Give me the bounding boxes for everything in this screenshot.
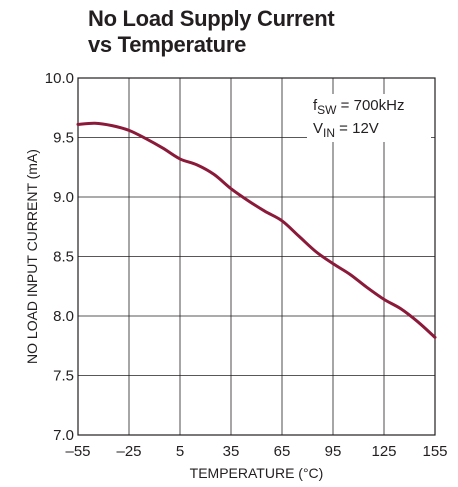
chart-title: No Load Supply Current vs Temperature	[88, 6, 335, 58]
annotation-background	[307, 94, 431, 142]
plot-frame	[77, 77, 436, 436]
y-tick-label: 8.0	[53, 308, 74, 325]
y-tick-label: 10.0	[45, 70, 74, 87]
x-axis-label: TEMPERATURE (°C)	[190, 465, 324, 481]
y-tick-label: 7.0	[53, 427, 74, 444]
x-tick-label: 155	[422, 443, 447, 460]
y-tick-label: 7.5	[53, 368, 74, 385]
x-tick-label: 5	[176, 443, 184, 460]
y-tick-label: 9.5	[53, 130, 74, 147]
y-tick-label: 8.5	[53, 249, 74, 266]
annotation-text: VIN = 12V	[313, 120, 379, 140]
x-tick-label: 125	[371, 443, 396, 460]
x-tick-label: 35	[223, 443, 240, 460]
x-tick-label: 95	[325, 443, 342, 460]
annotation-block: fSW = 700kHz VIN = 12V	[307, 94, 431, 142]
x-tick-label: 65	[274, 443, 291, 460]
x-tick-label: –55	[65, 443, 90, 460]
series-line	[76, 121, 437, 339]
y-axis-label: NO LOAD INPUT CURRENT (mA)	[24, 149, 40, 364]
x-tick-label: –25	[116, 443, 141, 460]
chart-title-line-2: vs Temperature	[88, 32, 247, 57]
series-layer	[76, 121, 437, 339]
y-tick-label: 9.0	[53, 189, 74, 206]
x-tick-labels: –55 –25 5 35 65 95 125 155	[65, 443, 447, 460]
chart-title-line-1: No Load Supply Current	[88, 6, 335, 31]
y-tick-labels: 7.0 7.5 8.0 8.5 9.0 9.5 10.0	[45, 70, 74, 444]
annotation-text: fSW = 700kHz	[313, 97, 404, 117]
